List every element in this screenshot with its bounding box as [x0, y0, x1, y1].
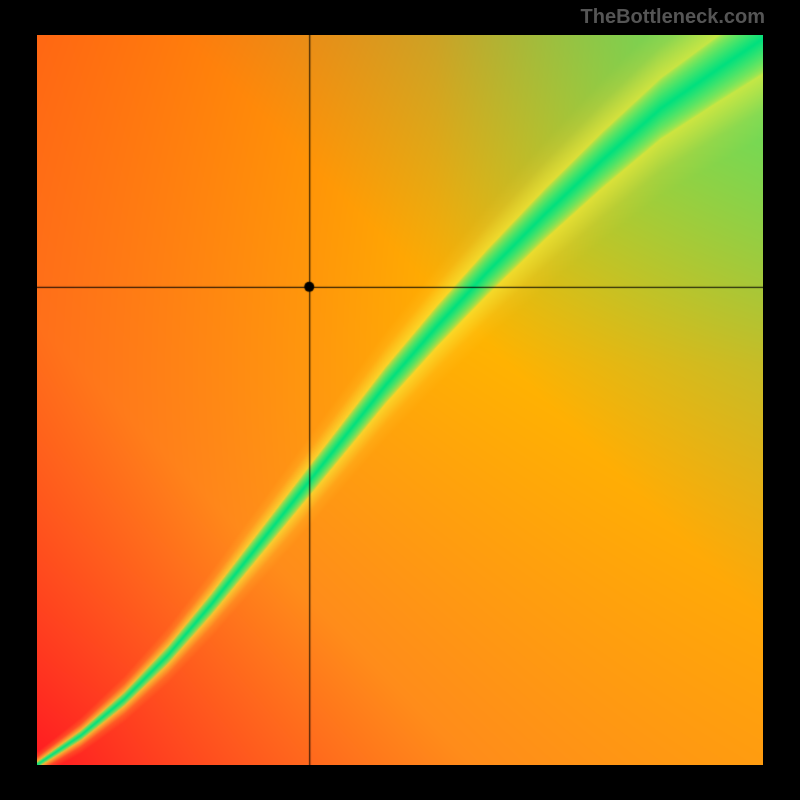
- bottleneck-heatmap: [37, 35, 763, 765]
- watermark-text: TheBottleneck.com: [581, 6, 765, 29]
- chart-container: TheBottleneck.com: [0, 0, 800, 800]
